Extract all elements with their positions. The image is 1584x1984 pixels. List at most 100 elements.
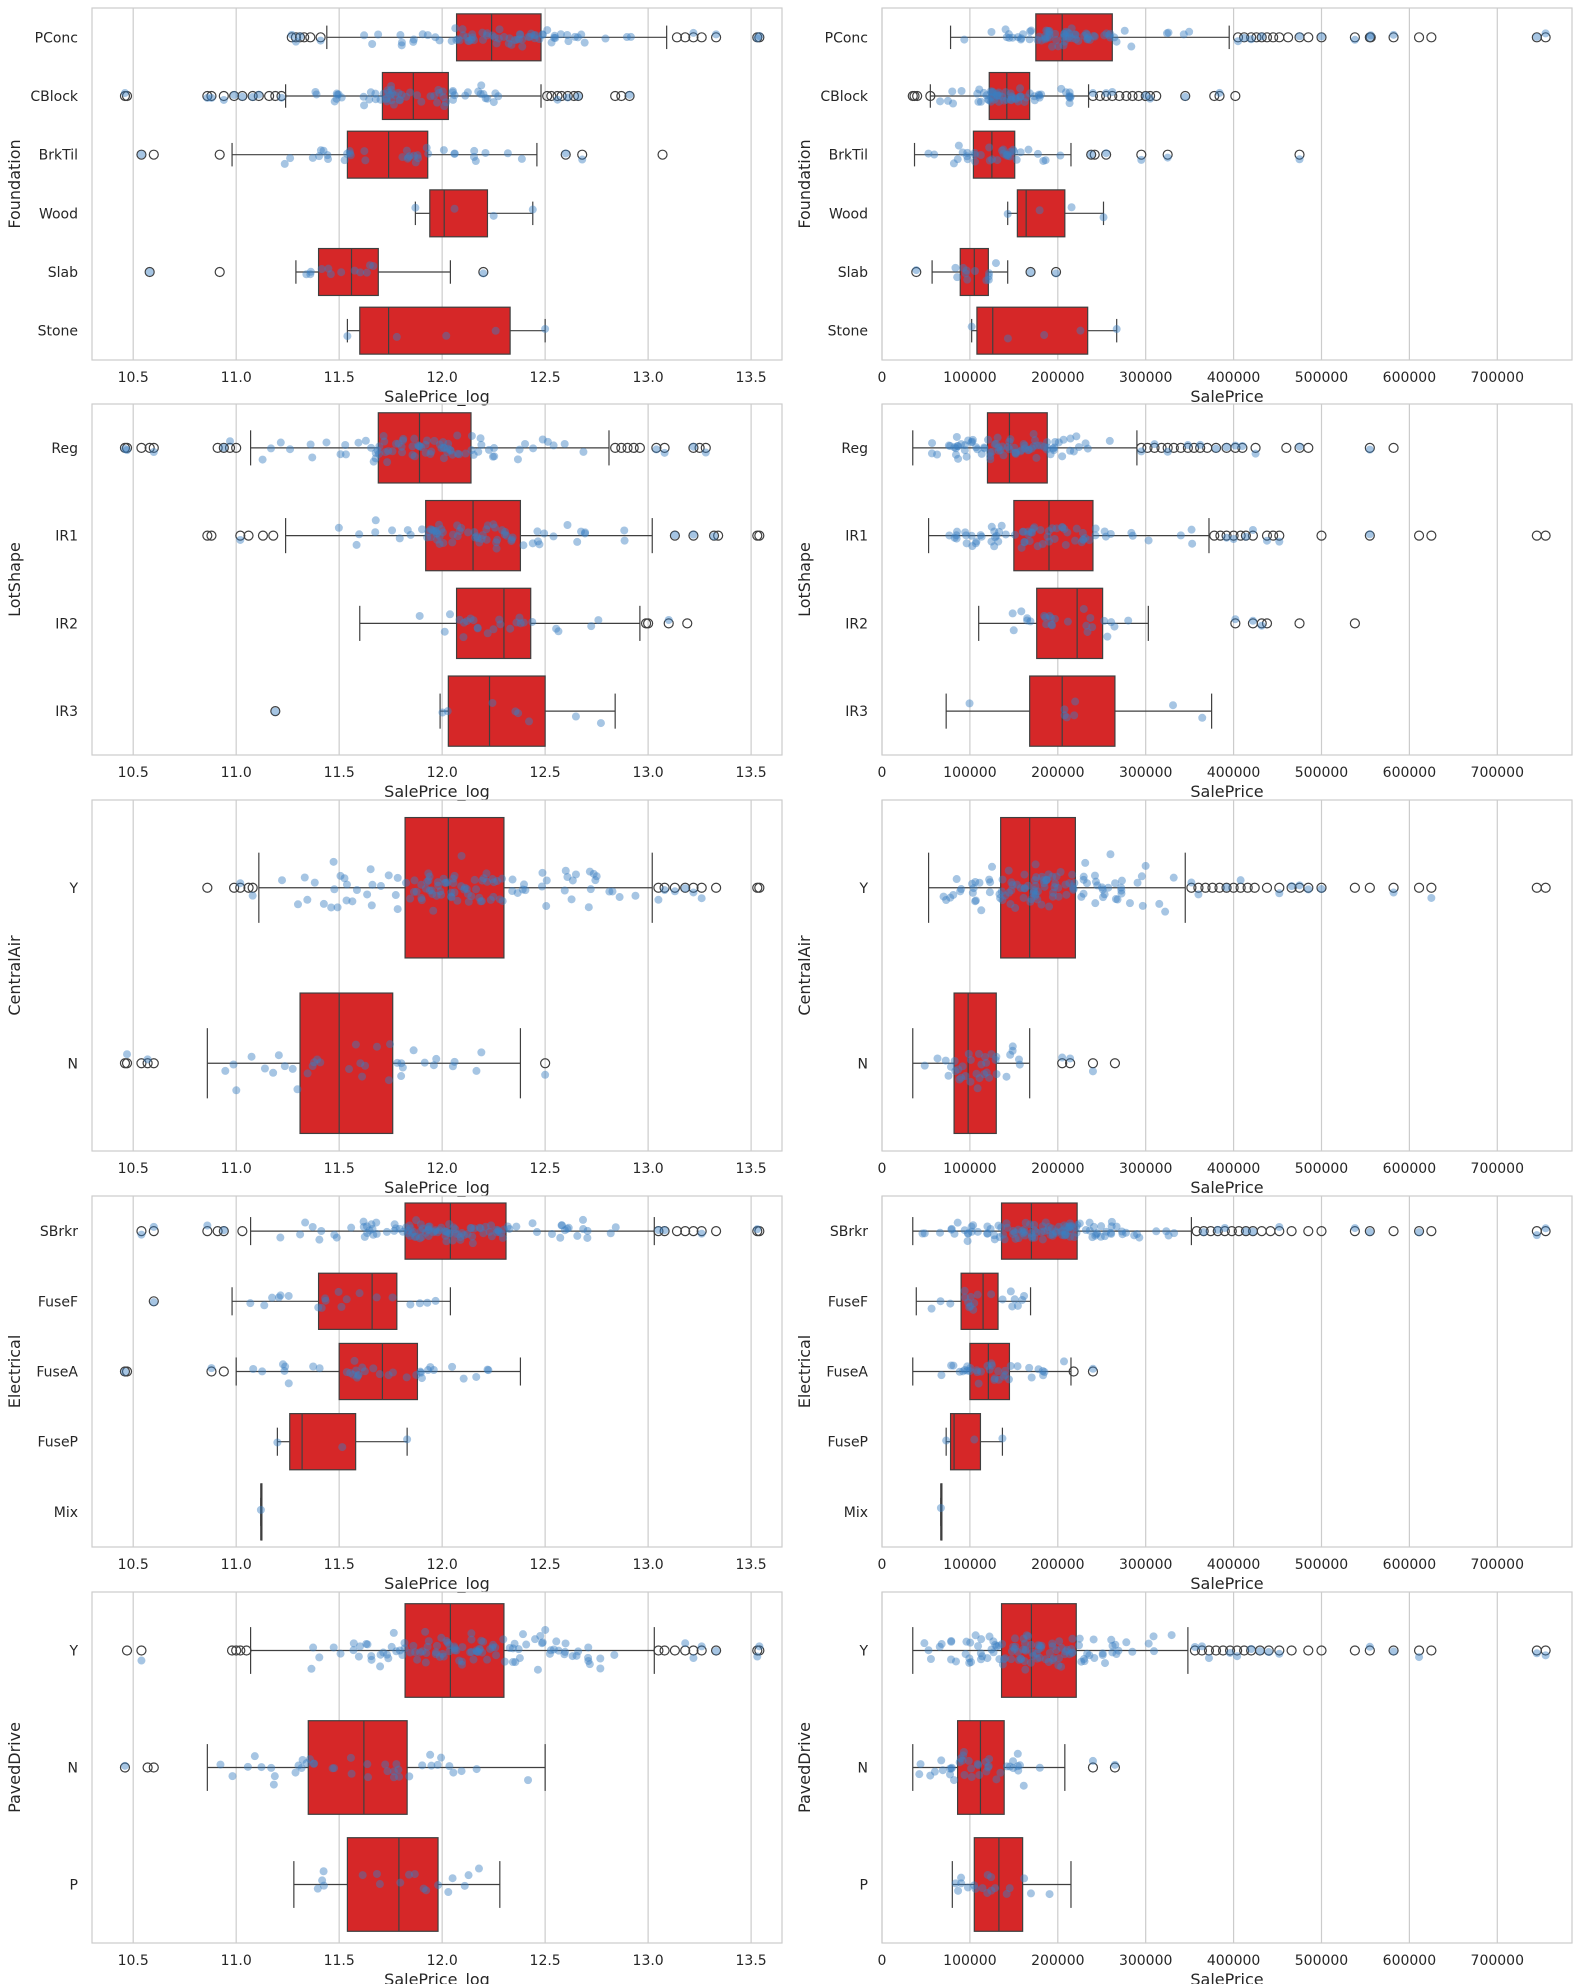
x-tick-label: 100000 [943, 370, 996, 386]
outlier-point [1316, 1225, 1327, 1237]
strip-point [1017, 34, 1026, 43]
box [317, 247, 379, 297]
strip-point [990, 542, 999, 551]
strip-point [1007, 878, 1016, 887]
strip-point [1079, 535, 1088, 544]
strip-point [530, 31, 539, 40]
box [307, 1720, 408, 1815]
strip-point [1033, 36, 1042, 45]
outlier-point [669, 1645, 680, 1656]
strip-point [625, 90, 634, 99]
strip-point [229, 1060, 238, 1069]
strip-point [362, 268, 371, 277]
outlier-point [754, 530, 765, 541]
outlier-point [1057, 1058, 1068, 1069]
strip-point [365, 261, 374, 270]
strip-point [393, 905, 402, 914]
strip-point [986, 878, 995, 887]
strip-point [330, 1764, 339, 1773]
strip-point [1010, 1634, 1019, 1643]
strip-point [1150, 1647, 1159, 1656]
strip-point [387, 85, 396, 94]
strip-point [535, 540, 544, 549]
outlier-point [224, 442, 236, 453]
strip-point [443, 878, 452, 887]
outlier-point [1286, 1645, 1297, 1656]
x-tick-label: 11.0 [221, 1953, 252, 1969]
strip-point [1111, 1640, 1120, 1649]
strip-point [1389, 30, 1398, 39]
box [404, 1603, 505, 1698]
strip-point [971, 539, 980, 548]
strip-point [341, 441, 350, 450]
strip-point [681, 1639, 690, 1648]
strip-point [315, 152, 324, 161]
strip-point [433, 1641, 442, 1650]
strip-point [355, 1289, 364, 1298]
strip-point [361, 1061, 370, 1070]
strip-point [1067, 1645, 1076, 1654]
strip-point [936, 1228, 945, 1237]
strip-point [1052, 524, 1061, 533]
strip-point [449, 879, 458, 888]
outlier-point [1268, 32, 1279, 43]
strip-point [311, 87, 320, 96]
outlier-point [710, 882, 722, 893]
strip-point [967, 1658, 976, 1667]
strip-point [561, 1639, 570, 1648]
strip-point [488, 1643, 497, 1652]
box [1035, 13, 1113, 62]
strip-point [453, 1230, 462, 1239]
strip-point [1060, 1221, 1069, 1230]
strip-point [388, 447, 397, 456]
strip-point [449, 1768, 458, 1777]
strip-point [930, 150, 939, 159]
strip-point [478, 28, 487, 37]
strip-point [417, 1233, 426, 1242]
strip-point [942, 1436, 951, 1445]
strip-point [149, 448, 158, 457]
outlier-point [315, 32, 326, 43]
x-tick-label: 10.5 [118, 765, 149, 781]
outlier-point [556, 90, 567, 102]
strip-point [1295, 881, 1304, 890]
strip-point [1107, 618, 1116, 627]
strip-point [431, 1296, 440, 1305]
strip-point [533, 527, 542, 536]
outlier-point [651, 442, 662, 453]
strip-point [977, 906, 986, 915]
outlier-point [1239, 1645, 1250, 1656]
strip-point [273, 1438, 282, 1447]
box-group-pconc [286, 13, 765, 62]
x-tick-label: 700000 [1471, 1161, 1524, 1177]
y-tick-label: Reg [51, 441, 78, 457]
outlier-point [643, 618, 654, 629]
strip-point [499, 1635, 508, 1644]
strip-point [1185, 27, 1194, 36]
strip-point [440, 627, 449, 636]
strip-point [360, 147, 369, 156]
strip-point [1072, 1223, 1081, 1232]
strip-point [976, 151, 985, 160]
strip-point [1017, 1655, 1026, 1664]
strip-point [398, 1063, 407, 1072]
strip-point [481, 148, 490, 157]
x-tick-label: 13.5 [736, 765, 767, 781]
strip-point [342, 880, 351, 889]
strip-point [452, 1646, 461, 1655]
strip-point [550, 31, 559, 40]
strip-point [416, 1648, 425, 1657]
outlier-point [206, 90, 217, 102]
strip-point [361, 436, 370, 445]
strip-point [207, 93, 216, 102]
strip-point [990, 1375, 999, 1384]
strip-point [1032, 873, 1041, 882]
strip-point [1011, 448, 1020, 457]
strip-point [1033, 895, 1042, 904]
x-tick-label: 11.5 [324, 370, 355, 386]
strip-point [964, 1049, 973, 1058]
y-tick-label: SBrkr [40, 1224, 78, 1240]
strip-point [498, 1233, 507, 1242]
strip-point [969, 1305, 978, 1314]
strip-point [476, 434, 485, 443]
